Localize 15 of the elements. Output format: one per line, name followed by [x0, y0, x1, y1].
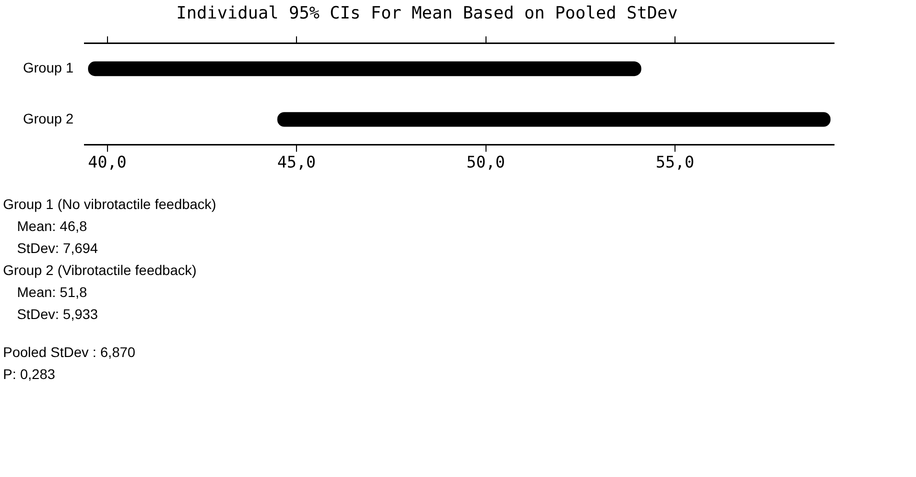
text: P: 0,283: [3, 365, 56, 384]
y-tick-label: Group 2: [22, 110, 74, 126]
chart-title: Individual 95% CIs For Mean Based on Pooled StDev: [176, 4, 678, 24]
x-tick-label: 45,0: [277, 152, 316, 172]
text: Group 2 (Vibrotactile feedback): [3, 261, 198, 280]
text: Group 1 (No vibrotactile feedback): [3, 195, 218, 214]
y-tick-label: Group 1: [22, 60, 74, 76]
text: Mean: 51,8: [16, 283, 88, 302]
x-tick-label: 50,0: [466, 152, 506, 172]
text: Mean: 46,8: [16, 217, 88, 236]
x-tick-label: 55,0: [656, 152, 694, 172]
x-tick-label: 40,0: [88, 152, 127, 172]
text: StDev: 5,933: [16, 305, 99, 324]
text: StDev: 7,694: [16, 239, 99, 258]
text: Pooled StDev : 6,870: [3, 343, 136, 362]
